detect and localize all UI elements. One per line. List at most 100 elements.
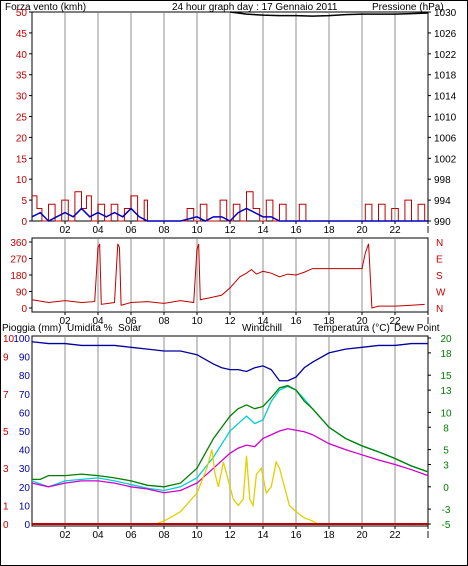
x-tick-label: 20 bbox=[356, 225, 368, 236]
wind-tick-label: 25 bbox=[16, 113, 28, 124]
pressure-tick-label: 1030 bbox=[434, 8, 457, 19]
humidity-line bbox=[31, 341, 428, 382]
x-tick-label: 10 bbox=[191, 316, 203, 327]
x-tick-label: 14 bbox=[257, 316, 269, 327]
humidity-tick-label: 70 bbox=[19, 390, 31, 401]
temperature-tick-label: 0 bbox=[443, 483, 449, 494]
x-tick-label: 12 bbox=[224, 316, 236, 327]
humidity-tick-label: 20 bbox=[19, 483, 31, 494]
temperature-tick-label: 8 bbox=[443, 423, 449, 434]
temperature-tick-label: -3 bbox=[442, 505, 451, 516]
wind-tick-label: 40 bbox=[16, 50, 28, 61]
solar-tick-label: 3 bbox=[24, 501, 30, 512]
pressure-header: Pressione (hPa) bbox=[372, 2, 444, 13]
x-tick-label: 16 bbox=[290, 316, 302, 327]
direction-tick-label: 0 bbox=[21, 304, 27, 315]
solar-tick-label: 12 bbox=[19, 446, 31, 457]
pressure-tick-label: 1014 bbox=[434, 92, 457, 103]
humidity-tick-label: 40 bbox=[19, 446, 31, 457]
direction-tick-label: 90 bbox=[16, 288, 28, 299]
compass-label: E bbox=[436, 255, 443, 266]
wind-tick-label: 0 bbox=[21, 217, 27, 228]
x-tick-label: 18 bbox=[323, 225, 335, 236]
humidity-tick-label: 90 bbox=[19, 353, 31, 364]
solar-tick-label: 6 bbox=[24, 483, 30, 494]
x-tick-label: 04 bbox=[92, 530, 104, 541]
x-tick-label: 08 bbox=[158, 316, 170, 327]
wind-direction-line bbox=[31, 243, 425, 309]
wind-tick-label: 30 bbox=[16, 92, 28, 103]
wind-tick-label: 45 bbox=[16, 29, 28, 40]
rain-tick-label: 7 bbox=[3, 390, 9, 401]
pressure-tick-label: 1018 bbox=[434, 71, 457, 82]
pressure-line bbox=[229, 11, 429, 17]
legend-dewpoint: Dew Point bbox=[394, 323, 440, 334]
rain-tick-label: 3 bbox=[3, 464, 9, 475]
x-tick-label: 18 bbox=[323, 316, 335, 327]
wind-speed-line bbox=[32, 191, 428, 222]
x-tick-label: 02 bbox=[59, 316, 71, 327]
humidity-tick-label: 80 bbox=[19, 371, 31, 382]
compass-label: N bbox=[436, 238, 443, 249]
solar-tick-label: 24 bbox=[19, 371, 31, 382]
solar-tick-label: 15 bbox=[19, 427, 31, 438]
pressure-tick-label: 994 bbox=[434, 196, 451, 207]
x-tick-label: 06 bbox=[125, 225, 137, 236]
legend-humidity: Umidita % bbox=[67, 323, 113, 334]
wind-tick-label: 5 bbox=[21, 196, 27, 207]
humidity-tick-label: 60 bbox=[19, 408, 31, 419]
temperature-line bbox=[32, 384, 429, 488]
legend-solar: Solar bbox=[118, 323, 142, 334]
x-tick-label: I bbox=[427, 225, 430, 236]
compass-label: S bbox=[436, 271, 443, 282]
pressure-tick-label: 1006 bbox=[434, 133, 457, 144]
rain-tick-label: 1 bbox=[3, 501, 9, 512]
x-tick-label: 02 bbox=[59, 225, 71, 236]
x-tick-label: I bbox=[427, 530, 430, 541]
temperature-tick-label: 13 bbox=[440, 386, 452, 397]
rain-tick-label: 5 bbox=[3, 427, 9, 438]
compass-label: N bbox=[436, 304, 443, 315]
x-tick-label: 06 bbox=[125, 316, 137, 327]
solar-line bbox=[155, 449, 318, 525]
direction-tick-label: 180 bbox=[10, 271, 27, 282]
x-tick-label: 18 bbox=[323, 530, 335, 541]
x-tick-label: 22 bbox=[389, 225, 401, 236]
wind-tick-label: 35 bbox=[16, 71, 28, 82]
pressure-tick-label: 998 bbox=[434, 175, 451, 186]
rain-tick-label: 9 bbox=[3, 353, 9, 364]
legend-rain: Pioggia (mm) bbox=[2, 323, 61, 334]
humidity-tick-label: 0 bbox=[24, 520, 30, 531]
pressure-tick-label: 990 bbox=[434, 217, 451, 228]
x-tick-label: 04 bbox=[92, 225, 104, 236]
humidity-tick-label: 30 bbox=[19, 464, 31, 475]
rain-tick-label: 10 bbox=[3, 334, 15, 345]
x-tick-label: 12 bbox=[224, 225, 236, 236]
x-tick-label: 16 bbox=[290, 530, 302, 541]
direction-tick-label: 360 bbox=[10, 238, 27, 249]
x-tick-label: 14 bbox=[257, 530, 269, 541]
legend-temperature: Temperatura (°C) bbox=[313, 323, 390, 334]
temperature-tick-label: 15 bbox=[440, 371, 452, 382]
legend-windchill: Windchill bbox=[242, 323, 282, 334]
humidity-tick-label: 50 bbox=[19, 427, 31, 438]
x-tick-label: 08 bbox=[158, 225, 170, 236]
temperature-tick-label: 18 bbox=[440, 349, 452, 360]
x-tick-label: 20 bbox=[356, 316, 368, 327]
compass-label: W bbox=[436, 288, 446, 299]
temperature-tick-label: 3 bbox=[443, 460, 449, 471]
x-tick-label: 06 bbox=[125, 530, 137, 541]
chart-title: 24 hour graph day : 17 Gennaio 2011 bbox=[172, 2, 338, 13]
wind-tick-label: 10 bbox=[16, 175, 28, 186]
rain-tick-label: 0 bbox=[3, 520, 9, 531]
temperature-tick-label: -5 bbox=[442, 520, 451, 531]
wind-speed-header: Forza vento (kmh) bbox=[5, 2, 86, 13]
x-tick-label: 04 bbox=[92, 316, 104, 327]
x-tick-label: I bbox=[427, 316, 430, 327]
wind-tick-label: 20 bbox=[16, 133, 28, 144]
humidity-tick-label: 10 bbox=[19, 501, 31, 512]
pressure-tick-label: 1026 bbox=[434, 29, 457, 40]
x-tick-label: 22 bbox=[389, 316, 401, 327]
x-tick-label: 02 bbox=[59, 530, 71, 541]
